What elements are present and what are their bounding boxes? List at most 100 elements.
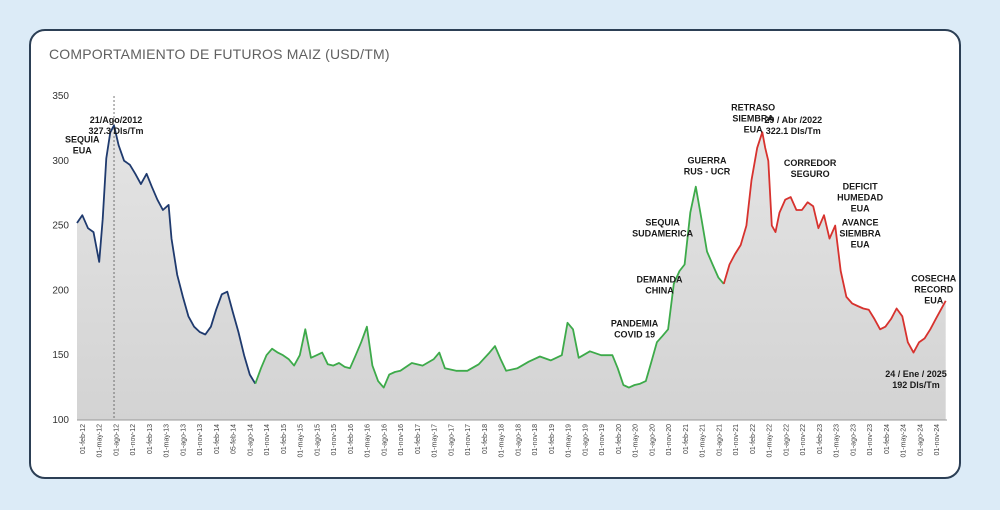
annotation-line: SIEMBRA bbox=[732, 113, 774, 123]
annotation-line: EUA bbox=[73, 146, 93, 156]
x-tick-label: 01-feb-12 bbox=[80, 424, 87, 454]
annotation-line: 29 / Abr /2022 bbox=[764, 115, 822, 125]
annotation-line: EUA bbox=[924, 295, 944, 305]
annotation-label: RETRASO SIEMBRA EUA bbox=[731, 102, 775, 134]
y-tick-label: 200 bbox=[52, 285, 69, 296]
x-tick-label: 01-ago-23 bbox=[850, 424, 857, 456]
x-tick-label: 01-feb-17 bbox=[415, 424, 422, 454]
annotation-label: 24 / Ene / 2025 192 Dls/Tm bbox=[885, 369, 947, 390]
x-tick-label: 01-feb-24 bbox=[884, 424, 891, 454]
annotation-line: COSECHA bbox=[911, 273, 957, 283]
x-tick-label: 01-may-20 bbox=[633, 424, 640, 458]
x-tick-label: 01-may-16 bbox=[365, 424, 372, 458]
annotation-label: 21/Ago/2012 327.3 Dls/Tm bbox=[89, 115, 144, 136]
x-tick-label: 01-feb-18 bbox=[482, 424, 489, 454]
x-tick-label: 01-feb-19 bbox=[549, 424, 556, 454]
x-tick-label: 01-feb-13 bbox=[147, 424, 154, 454]
series-line-1 bbox=[76, 124, 257, 385]
x-tick-label: 01-ago-13 bbox=[180, 424, 187, 456]
annotation-line: 192 Dls/Tm bbox=[892, 380, 940, 390]
x-tick-label: 01-nov-22 bbox=[800, 424, 807, 456]
annotation-line: SEQUIA bbox=[645, 218, 680, 228]
x-tick-label: 01-ago-18 bbox=[515, 424, 522, 456]
annotation-line: 322.1 Dls/Tm bbox=[766, 126, 821, 136]
x-tick-label: 01-feb-16 bbox=[348, 424, 355, 454]
annotation-line: 21/Ago/2012 bbox=[90, 115, 143, 125]
annotation-line: CORREDOR bbox=[784, 158, 837, 168]
annotation-line: RUS - UCR bbox=[684, 166, 731, 176]
x-tick-label: 01-feb-20 bbox=[616, 424, 623, 454]
x-tick-label: 01-ago-21 bbox=[716, 424, 723, 456]
annotation-line: DEMANDA bbox=[637, 275, 683, 285]
annotation-line: AVANCE bbox=[842, 218, 879, 228]
x-tick-label: 01-feb-21 bbox=[683, 424, 690, 454]
x-tick-label: 01-nov-16 bbox=[398, 424, 405, 456]
x-tick-label: 01-feb-15 bbox=[281, 424, 288, 454]
x-tick-label: 01-feb-23 bbox=[817, 424, 824, 454]
annotation-label: 29 / Abr /2022 322.1 Dls/Tm bbox=[764, 115, 822, 136]
annotation-label: GUERRA RUS - UCR bbox=[684, 155, 731, 176]
x-tick-label: 01-nov-13 bbox=[197, 424, 204, 456]
x-tick-label: 05-feb-14 bbox=[231, 424, 238, 454]
annotation-line: EUA bbox=[851, 203, 871, 213]
x-tick-label: 01-nov-23 bbox=[867, 424, 874, 456]
x-tick-label: 01-may-17 bbox=[432, 424, 439, 458]
x-tick-label: 01-may-18 bbox=[499, 424, 506, 458]
annotation-line: 24 / Ene / 2025 bbox=[885, 369, 947, 379]
x-tick-label: 01-may-23 bbox=[834, 424, 841, 458]
annotation-label: PANDEMIA COVID 19 bbox=[611, 319, 659, 340]
x-tick-label: 01-nov-21 bbox=[733, 424, 740, 456]
annotation-label: SEQUIA EUA bbox=[65, 135, 100, 156]
x-tick-label: 01-nov-24 bbox=[934, 424, 941, 456]
x-tick-label: 01-nov-19 bbox=[599, 424, 606, 456]
annotation-line: EUA bbox=[744, 124, 764, 134]
annotation-line: DEFICIT bbox=[843, 181, 879, 191]
series-line-3 bbox=[722, 131, 947, 354]
annotation-label: AVANCE SIEMBRA EUA bbox=[839, 218, 881, 250]
annotation-label: DEFICIT HUMEDAD EUA bbox=[837, 181, 883, 213]
annotation-line: SEGURO bbox=[791, 169, 830, 179]
x-tick-label: 01-ago-20 bbox=[649, 424, 656, 456]
annotation-line: SUDAMERICA bbox=[632, 229, 694, 239]
x-tick-label: 01-ago-12 bbox=[113, 424, 120, 456]
x-tick-label: 01-ago-24 bbox=[917, 424, 924, 456]
chart-title: COMPORTAMIENTO DE FUTUROS MAIZ (USD/TM) bbox=[49, 46, 390, 62]
price-area bbox=[77, 125, 946, 421]
x-tick-label: 01-nov-20 bbox=[666, 424, 673, 456]
annotation-label: SEQUIA SUDAMERICA bbox=[632, 218, 694, 239]
annotation-line: PANDEMIA bbox=[611, 319, 659, 329]
x-tick-label: 01-nov-17 bbox=[465, 424, 472, 456]
annotation-line: RETRASO bbox=[731, 102, 775, 112]
x-tick-label: 01-may-21 bbox=[700, 424, 707, 458]
x-tick-label: 01-ago-15 bbox=[314, 424, 321, 456]
annotation-line: CHINA bbox=[645, 286, 674, 296]
x-tick-label: 01-ago-22 bbox=[783, 424, 790, 456]
x-tick-label: 01-nov-18 bbox=[532, 424, 539, 456]
x-tick-label: 01-may-13 bbox=[164, 424, 171, 458]
x-tick-label: 01-may-24 bbox=[901, 424, 908, 458]
annotation-label: DEMANDA CHINA bbox=[637, 275, 683, 296]
x-tick-label: 01-feb-14 bbox=[214, 424, 221, 454]
x-tick-label: 01-ago-14 bbox=[247, 424, 254, 456]
annotation-line: HUMEDAD bbox=[837, 192, 883, 202]
x-tick-label: 01-nov-12 bbox=[130, 424, 137, 456]
annotation-line: RECORD bbox=[914, 284, 954, 294]
y-tick-label: 100 bbox=[52, 415, 69, 426]
x-tick-label: 01-nov-15 bbox=[331, 424, 338, 456]
x-tick-label: 01-feb-22 bbox=[750, 424, 757, 454]
y-tick-label: 150 bbox=[52, 350, 69, 361]
y-tick-label: 350 bbox=[52, 91, 69, 102]
x-tick-label: 01-may-12 bbox=[97, 424, 104, 458]
x-tick-label: 01-may-19 bbox=[566, 424, 573, 458]
y-tick-label: 300 bbox=[52, 156, 69, 167]
x-tick-label: 01-nov-14 bbox=[264, 424, 271, 456]
annotation-line: EUA bbox=[851, 240, 871, 250]
annotation-label: CORREDOR SEGURO bbox=[784, 158, 837, 179]
corn-futures-chart: 100 150 200 250 300 350 01-feb-12 01-may-12 01-a… bbox=[52, 91, 957, 458]
x-tick-label: 01-ago-19 bbox=[582, 424, 589, 456]
y-tick-label: 250 bbox=[52, 221, 69, 232]
x-tick-label: 01-may-15 bbox=[298, 424, 305, 458]
annotation-line: SEQUIA bbox=[65, 135, 100, 145]
series-line-2 bbox=[254, 185, 725, 389]
annotation-label: COSECHA RECORD EUA bbox=[911, 273, 957, 305]
